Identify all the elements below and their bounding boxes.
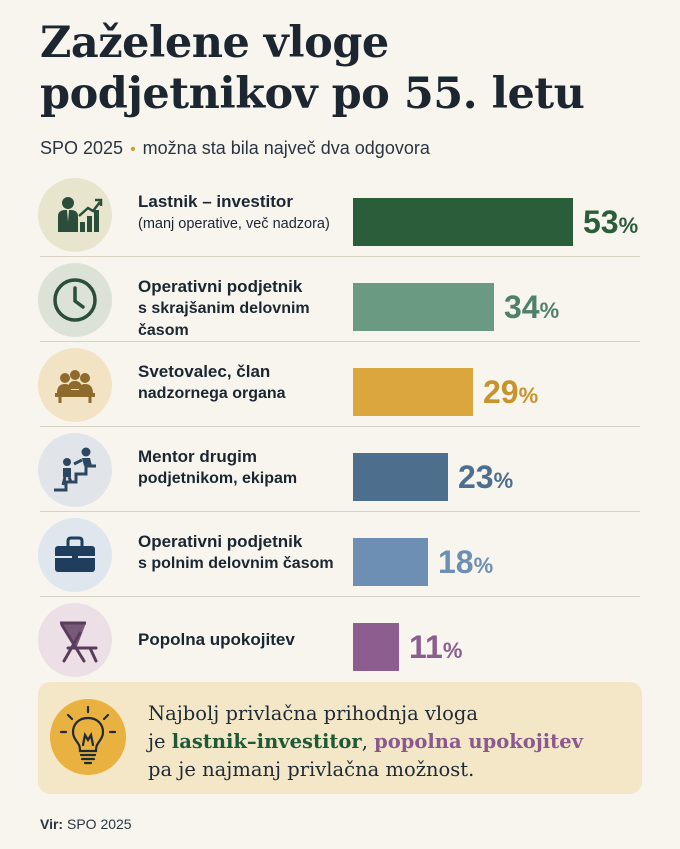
percent-sign: % <box>473 553 494 578</box>
briefcase-icon <box>38 518 112 592</box>
value-label: 23% <box>458 453 513 505</box>
value-number: 11 <box>409 629 443 665</box>
callout-line2-prefix: je <box>148 730 166 753</box>
bar <box>353 623 399 671</box>
mentor-stairs-icon <box>38 433 112 507</box>
bar <box>353 538 428 586</box>
value-label: 29% <box>483 368 538 420</box>
investor-growth-icon <box>38 178 112 252</box>
value-label: 34% <box>504 283 559 335</box>
category-label-line1: Popolna upokojitev <box>138 630 295 649</box>
bar <box>353 453 448 501</box>
value-number: 29 <box>483 374 519 410</box>
category-label-line1: Mentor drugim <box>138 447 257 466</box>
category-label-line1: Operativni podjetnik <box>138 532 303 551</box>
subtitle: SPO 2025 • možna sta bila največ dva odgov… <box>40 138 430 159</box>
row-divider <box>40 596 640 597</box>
page-title: Zaželene vloge podjetnikov po 55. letu <box>40 18 585 119</box>
category-label-line2: nadzornega organa <box>138 385 286 402</box>
percent-sign: % <box>539 298 560 323</box>
source-footer: Vir: SPO 2025 <box>40 816 132 832</box>
bar <box>353 368 473 416</box>
category-label-line2: podjetnikom, ekipam <box>138 470 298 487</box>
value-label: 18% <box>438 538 493 590</box>
percent-sign: % <box>518 383 539 408</box>
value-number: 53 <box>583 204 619 240</box>
chart-row: Mentor drugim podjetnikom, ekipam 23% <box>0 427 680 512</box>
percent-sign: % <box>493 468 514 493</box>
subtitle-note: možna sta bila največ dva odgovora <box>142 138 430 158</box>
category-label-line2: s skrajšanim delovnim časom <box>138 300 310 339</box>
subtitle-bullet: • <box>130 141 136 158</box>
key-insight-callout: Najbolj privlačna prihodnja vloga je las… <box>38 682 642 794</box>
deck-chair-icon <box>38 603 112 677</box>
value-number: 23 <box>458 459 494 495</box>
source-value: SPO 2025 <box>66 816 132 832</box>
bar <box>353 198 573 246</box>
chart-row: Operativni podjetnik s polnim delovnim ča… <box>0 512 680 597</box>
subtitle-source: SPO 2025 <box>40 138 124 158</box>
category-label: Popolna upokojitev <box>138 629 348 651</box>
category-label: Svetovalec, član nadzornega organa <box>138 361 348 405</box>
callout-highlight-investor: lastnik–investitor <box>171 730 362 753</box>
percent-sign: % <box>618 213 639 238</box>
bar <box>353 283 494 331</box>
value-number: 18 <box>438 544 474 580</box>
source-label: Vir: <box>40 816 64 832</box>
category-label: Mentor drugim podjetnikom, ekipam <box>138 446 348 490</box>
category-label: Operativni podjetnik s skrajšanim delovni… <box>138 276 348 342</box>
callout-text: Najbolj privlačna prihodnja vloga je las… <box>148 700 628 784</box>
callout-line1: Najbolj privlačna prihodnja vloga <box>148 702 479 725</box>
meeting-group-icon <box>38 348 112 422</box>
value-label: 53% <box>583 198 638 250</box>
chart-row: Popolna upokojitev 11% <box>0 597 680 682</box>
category-label: Operativni podjetnik s polnim delovnim ča… <box>138 531 348 575</box>
row-divider <box>40 341 640 342</box>
value-number: 34 <box>504 289 540 325</box>
clock-icon <box>38 263 112 337</box>
row-divider <box>40 256 640 257</box>
category-label-line1: Lastnik – investitor <box>138 192 293 211</box>
row-divider <box>40 511 640 512</box>
category-label-line1: Svetovalec, član <box>138 362 271 381</box>
callout-line3: pa je najmanj privlačna možnost. <box>148 758 475 781</box>
chart-row: Lastnik – investitor (manj operative, več… <box>0 172 680 257</box>
chart-row: Operativni podjetnik s skrajšanim delovni… <box>0 257 680 342</box>
chart-row: Svetovalec, član nadzornega organa 29% <box>0 342 680 427</box>
lightbulb-icon <box>50 699 126 775</box>
category-label: Lastnik – investitor (manj operative, več… <box>138 191 348 235</box>
row-divider <box>40 426 640 427</box>
value-label: 11% <box>409 623 462 675</box>
callout-highlight-retirement: popolna upokojitev <box>374 730 583 753</box>
category-label-line1: Operativni podjetnik <box>138 277 303 296</box>
category-label-line2: s polnim delovnim časom <box>138 555 334 572</box>
callout-separator: , <box>361 730 368 753</box>
bar-chart: Lastnik – investitor (manj operative, več… <box>0 172 680 682</box>
category-label-line2: (manj operative, več nadzora) <box>138 216 330 232</box>
percent-sign: % <box>442 638 463 663</box>
